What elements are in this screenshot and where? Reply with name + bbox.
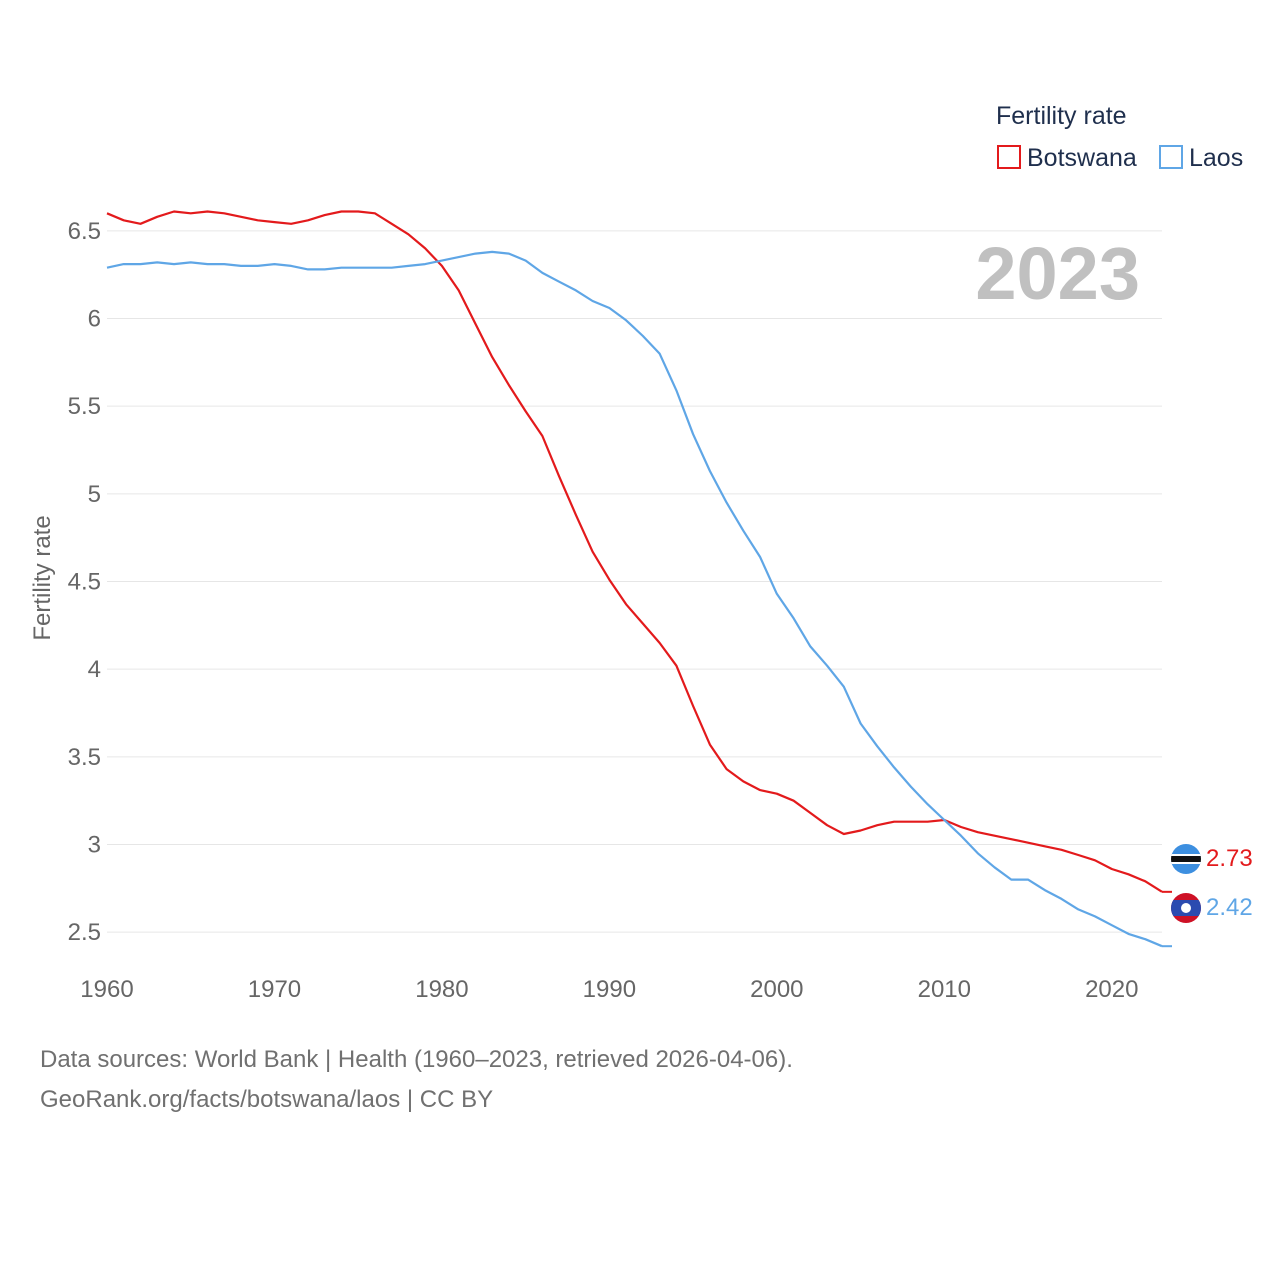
x-tick-label: 1960 <box>80 976 133 1003</box>
x-tick-label: 1990 <box>583 976 636 1003</box>
x-tick-label: 2000 <box>750 976 803 1003</box>
y-axis-ticks: 2.5 3 3.5 4 4.5 5 5.5 6 6.5 <box>68 218 101 946</box>
year-label: 2023 <box>975 232 1140 315</box>
legend-title: Fertility rate <box>996 102 1127 130</box>
legend-label-laos[interactable]: Laos <box>1189 144 1243 172</box>
legend-swatch-botswana[interactable] <box>997 145 1021 169</box>
line-chart: 2.5 3 3.5 4 4.5 5 5.5 6 6.5 1960 1970 1980 1990 2000… <box>29 102 1253 1003</box>
botswana-flag-icon <box>1171 844 1201 874</box>
legend: Fertility rate Botswana Laos <box>996 102 1243 172</box>
x-tick-label: 1980 <box>415 976 468 1003</box>
series <box>106 210 1172 948</box>
legend-swatch-laos[interactable] <box>1159 145 1183 169</box>
y-tick-label: 4 <box>88 656 101 683</box>
y-tick-label: 4.5 <box>68 569 101 596</box>
end-value-label-botswana: 2.73 <box>1206 845 1253 872</box>
x-tick-label: 2010 <box>918 976 971 1003</box>
series-line-laos[interactable] <box>106 250 1163 948</box>
y-tick-label: 6 <box>88 306 101 333</box>
y-axis-title: Fertility rate <box>29 515 56 640</box>
footer: Data sources: World Bank | Health (1960–… <box>40 1040 793 1120</box>
series-line-botswana[interactable] <box>106 210 1163 893</box>
y-tick-label: 2.5 <box>68 919 101 946</box>
x-tick-label: 1970 <box>248 976 301 1003</box>
y-tick-label: 3 <box>88 832 101 859</box>
laos-flag-icon <box>1171 893 1201 923</box>
x-axis-ticks: 1960 1970 1980 1990 2000 2010 2020 <box>80 976 1138 1003</box>
y-tick-label: 5 <box>88 481 101 508</box>
y-tick-label: 6.5 <box>68 218 101 245</box>
gridlines <box>107 230 1162 933</box>
y-tick-label: 5.5 <box>68 393 101 420</box>
source-link[interactable]: GeoRank.org/facts/botswana/laos | CC BY <box>40 1086 494 1113</box>
legend-label-botswana[interactable]: Botswana <box>1027 144 1137 172</box>
y-tick-label: 3.5 <box>68 744 101 771</box>
data-sources-text: Data sources: World Bank | Health (1960–… <box>40 1046 793 1073</box>
x-tick-label: 2020 <box>1085 976 1138 1003</box>
end-value-label-laos: 2.42 <box>1206 894 1253 921</box>
